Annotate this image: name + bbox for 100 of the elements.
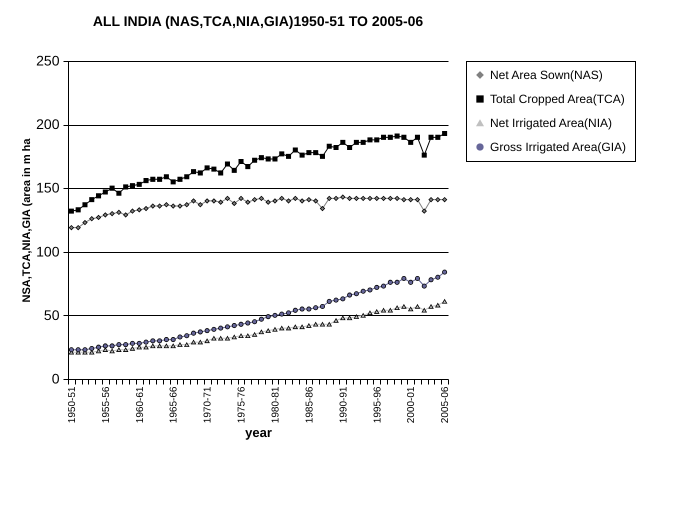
point [116,190,122,196]
point [89,346,94,351]
x-tick-label: 1980-81 [270,386,282,424]
point [150,176,156,182]
point [279,196,284,201]
point [388,308,393,313]
point [123,212,128,218]
point [279,326,284,330]
point [116,342,122,348]
point [258,155,264,160]
point [279,312,284,317]
point [347,316,352,320]
point [313,305,318,310]
legend-label: Net Area Sown(NAS) [490,68,603,82]
legend-label: Gross Irrigated Area(GIA) [490,140,626,154]
point [408,306,414,312]
point [89,216,94,222]
point [266,156,271,162]
point [123,184,128,190]
legend-label: Total Cropped Area(TCA) [490,92,625,106]
point [211,336,216,341]
point [428,304,434,309]
point [245,200,250,205]
point [191,198,196,204]
point [388,134,393,140]
point [381,134,386,140]
point [300,306,305,312]
x-tick-label: 1985-86 [304,386,316,424]
point [381,284,386,289]
point [191,330,196,336]
y-axis-title: NSA,TCA,NIA,GIA (area in m ha [21,138,34,303]
point [76,347,81,352]
point [422,208,427,214]
point [428,197,434,202]
point [157,176,162,182]
point [204,198,210,204]
point [381,308,386,313]
point [157,338,162,344]
point [144,178,149,184]
point [266,314,271,320]
point [224,324,230,330]
point [123,348,128,352]
point [204,328,210,334]
point [326,196,332,201]
point [136,182,142,187]
point [218,326,224,331]
point [414,134,420,140]
point [414,304,420,309]
point [252,319,258,324]
point [258,316,264,322]
legend-label: Net Irrigated Area(NIA) [490,116,612,130]
point [306,150,312,156]
point [306,323,312,328]
point [414,197,420,202]
point [340,316,346,320]
point [442,299,448,304]
point [326,144,332,149]
point [360,288,366,294]
point [442,197,448,202]
point [258,330,264,334]
point [354,140,359,145]
point [198,170,203,176]
point [218,336,224,341]
point [170,179,176,184]
point [144,206,149,212]
point [422,308,427,313]
point [292,308,298,313]
point [266,328,271,333]
point [340,296,346,302]
point [374,137,380,142]
point [184,342,190,347]
point [130,183,135,188]
point [313,150,318,156]
point [177,342,182,347]
point [130,208,135,214]
point [374,196,380,201]
point [89,197,94,202]
point [96,214,102,220]
point [408,197,414,202]
point [374,284,380,290]
point [442,130,448,136]
x-tick-label: 2005-06 [440,386,452,424]
point [388,196,393,201]
point [238,322,244,327]
point [422,284,427,289]
point [394,196,400,201]
point [191,169,196,174]
point [381,196,386,201]
point [340,140,346,145]
point [320,154,325,159]
point [184,202,190,208]
point [367,310,372,316]
point [292,196,298,201]
point [374,309,380,314]
point [326,298,332,304]
point [211,198,216,204]
point [422,152,427,158]
point [211,326,216,332]
point [326,322,332,327]
point [218,200,224,205]
